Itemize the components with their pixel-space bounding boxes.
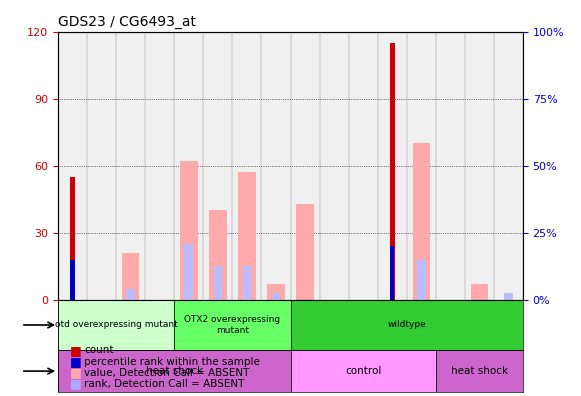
Bar	[504, 293, 512, 300]
FancyBboxPatch shape	[290, 350, 436, 392]
Bar	[243, 267, 251, 300]
Text: heat shock: heat shock	[146, 366, 203, 376]
Bar	[127, 289, 135, 300]
FancyBboxPatch shape	[58, 350, 290, 392]
Text: control: control	[345, 366, 381, 376]
Text: OTX2 overexpressing
mutant: OTX2 overexpressing mutant	[184, 315, 281, 335]
Bar	[209, 210, 227, 300]
Bar	[180, 161, 198, 300]
Bar	[267, 284, 285, 300]
Text: GDS23 / CG6493_at: GDS23 / CG6493_at	[58, 15, 196, 29]
FancyBboxPatch shape	[58, 300, 174, 350]
FancyBboxPatch shape	[290, 300, 523, 350]
Text: ■: ■	[70, 355, 81, 368]
Bar	[296, 204, 314, 300]
Text: rank, Detection Call = ABSENT: rank, Detection Call = ABSENT	[84, 379, 245, 389]
Bar	[70, 260, 75, 300]
FancyBboxPatch shape	[436, 350, 523, 392]
Text: wildtype: wildtype	[388, 320, 426, 329]
Text: otd overexpressing mutant: otd overexpressing mutant	[55, 320, 178, 329]
Bar	[238, 173, 256, 300]
Text: count: count	[84, 345, 114, 356]
Bar	[271, 293, 280, 300]
Text: ■: ■	[70, 377, 81, 390]
Bar	[413, 143, 430, 300]
FancyBboxPatch shape	[174, 300, 290, 350]
Bar	[471, 284, 488, 300]
Bar	[70, 177, 76, 300]
Bar	[184, 244, 193, 300]
Bar	[417, 260, 425, 300]
Text: ■: ■	[70, 344, 81, 357]
Text: value, Detection Call = ABSENT: value, Detection Call = ABSENT	[84, 367, 250, 378]
Bar	[122, 253, 139, 300]
Text: percentile rank within the sample: percentile rank within the sample	[84, 356, 260, 367]
Bar	[214, 267, 222, 300]
Bar	[390, 246, 394, 300]
Text: heat shock: heat shock	[451, 366, 508, 376]
Bar	[389, 43, 395, 300]
Text: ■: ■	[70, 366, 81, 379]
